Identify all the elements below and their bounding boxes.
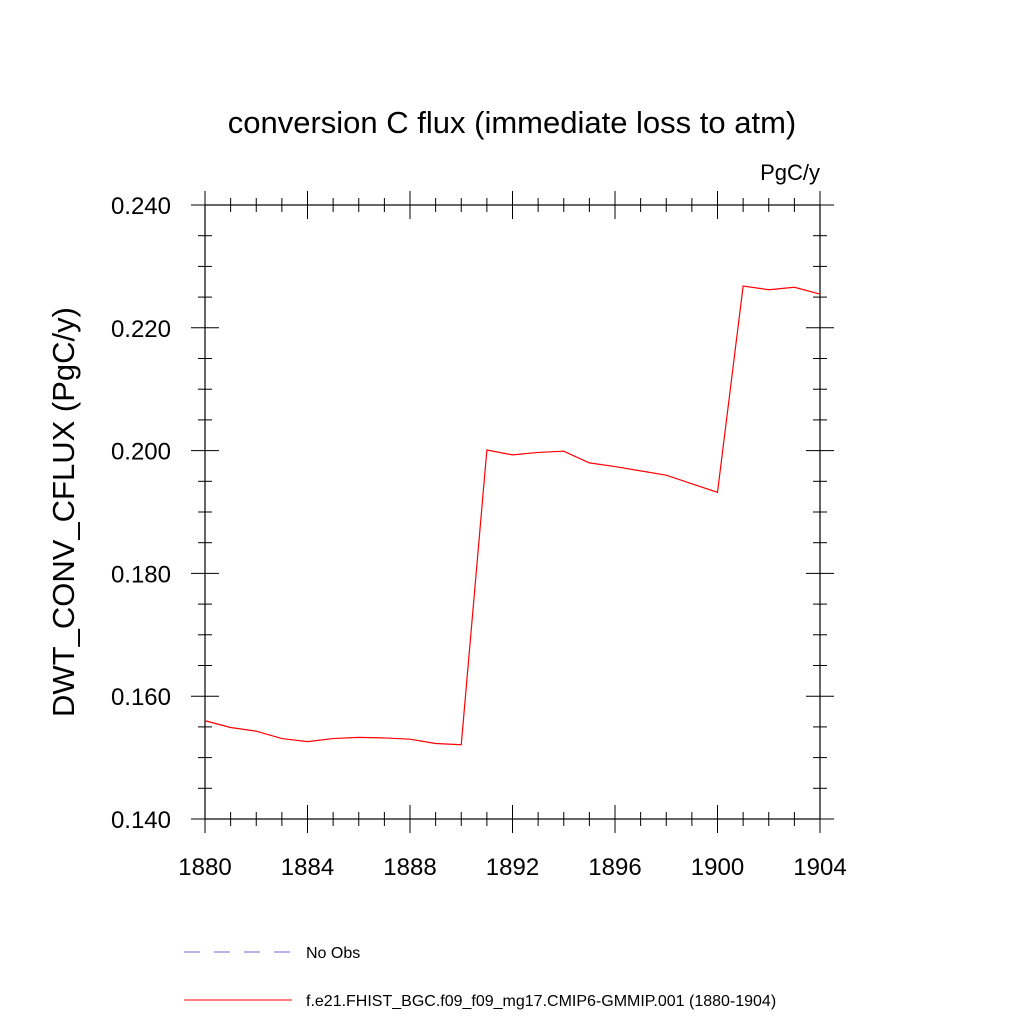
units-label: PgC/y bbox=[760, 160, 820, 185]
x-tick-label: 1900 bbox=[691, 854, 744, 881]
x-tick-label: 1880 bbox=[178, 854, 231, 881]
y-tick-label: 0.140 bbox=[111, 807, 171, 834]
x-tick-label: 1888 bbox=[383, 854, 436, 881]
y-tick-label: 0.180 bbox=[111, 561, 171, 588]
legend: No Obs f.e21.FHIST_BGC.f09_f09_mg17.CMIP6… bbox=[184, 945, 776, 1010]
y-tick-label: 0.240 bbox=[111, 193, 171, 220]
plot-frame bbox=[204, 204, 821, 820]
series-group bbox=[204, 285, 821, 746]
x-tick-label: 1904 bbox=[793, 854, 846, 881]
axis-ticks bbox=[191, 191, 834, 833]
y-axis-label: DWT_CONV_CFLUX (PgC/y) bbox=[46, 307, 81, 717]
series-line bbox=[204, 285, 821, 746]
legend-label: No Obs bbox=[306, 945, 360, 962]
x-tick-label: 1896 bbox=[588, 854, 641, 881]
x-tick-label: 1884 bbox=[281, 854, 334, 881]
x-tick-label: 1892 bbox=[486, 854, 539, 881]
y-tick-label: 0.160 bbox=[111, 684, 171, 711]
axis-tick-labels: 0.140 0.160 0.180 0.200 0.220 0.240 1880 1884 18… bbox=[111, 193, 847, 881]
legend-label: f.e21.FHIST_BGC.f09_f09_mg17.CMIP6-GMMIP… bbox=[306, 993, 776, 1010]
y-tick-label: 0.200 bbox=[111, 439, 171, 466]
y-tick-label: 0.220 bbox=[111, 316, 171, 343]
chart-title: conversion C flux (immediate loss to atm… bbox=[228, 105, 797, 140]
